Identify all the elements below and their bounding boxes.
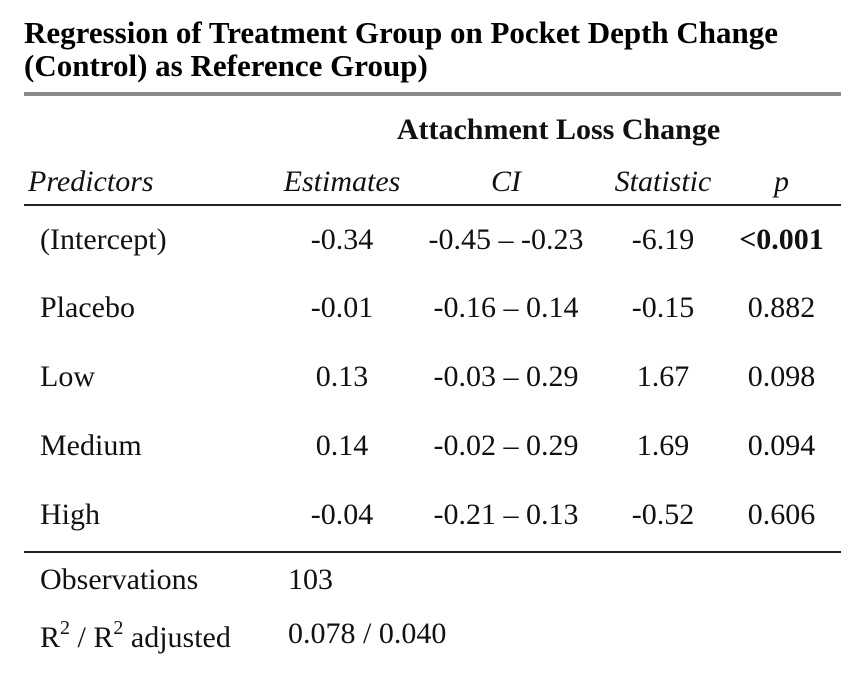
cell-p-value: <0.001: [739, 223, 824, 256]
cell-ci: -0.21 – 0.13: [433, 498, 579, 531]
cell-ci: -0.02 – 0.29: [433, 429, 579, 462]
cell-estimate: 0.13: [315, 360, 369, 393]
cell-predictor: Medium: [40, 429, 142, 462]
cell-estimate: -0.01: [310, 291, 374, 324]
r-squared-label: R2 / R2 adjusted: [40, 617, 231, 656]
column-header-estimates: Estimates: [283, 165, 401, 198]
r2-label-suffix: adjusted: [123, 621, 231, 654]
cell-predictor: Low: [40, 360, 95, 393]
r2-label-sup2: 2: [113, 617, 124, 639]
cell-p-value: 0.606: [747, 498, 816, 531]
r2-label-sup: 2: [60, 617, 71, 639]
cell-p-value: 0.882: [747, 291, 816, 324]
cell-estimate: -0.34: [310, 223, 374, 256]
column-header-statistic: Statistic: [614, 165, 712, 198]
observations-value: 103: [288, 563, 333, 596]
cell-ci: -0.45 – -0.23: [428, 223, 584, 256]
cell-p-value: 0.098: [747, 360, 816, 393]
column-header-p: p: [774, 165, 789, 198]
cell-statistic: -6.19: [631, 223, 695, 256]
caption-line-2: (Control) as Reference Group): [24, 48, 428, 83]
dependent-variable-header: Attachment Loss Change: [396, 113, 721, 146]
cell-estimate: -0.04: [310, 498, 374, 531]
cell-predictor: High: [40, 498, 100, 531]
cell-estimate: 0.14: [315, 429, 369, 462]
r2-label-base: R: [40, 621, 61, 654]
cell-statistic: 1.69: [636, 429, 690, 462]
cell-statistic: 1.67: [636, 360, 690, 393]
cell-predictor: Placebo: [40, 291, 135, 324]
header-rule: [24, 204, 841, 206]
cell-ci: -0.03 – 0.29: [433, 360, 579, 393]
column-header-predictors: Predictors: [28, 165, 154, 198]
cell-ci: -0.16 – 0.14: [433, 291, 579, 324]
column-header-ci: CI: [491, 165, 521, 198]
r2-label-sep: / R: [70, 621, 114, 654]
body-rule: [24, 551, 841, 553]
cell-statistic: -0.52: [631, 498, 695, 531]
cell-predictor: (Intercept): [40, 223, 167, 256]
caption-line-1: Regression of Treatment Group on Pocket …: [24, 15, 779, 50]
top-rule: [24, 92, 841, 96]
cell-statistic: -0.15: [631, 291, 695, 324]
observations-label: Observations: [40, 563, 199, 596]
table-caption: Regression of Treatment Group on Pocket …: [24, 16, 844, 82]
r-squared-value: 0.078 / 0.040: [288, 617, 447, 650]
cell-p-value: 0.094: [747, 429, 816, 462]
